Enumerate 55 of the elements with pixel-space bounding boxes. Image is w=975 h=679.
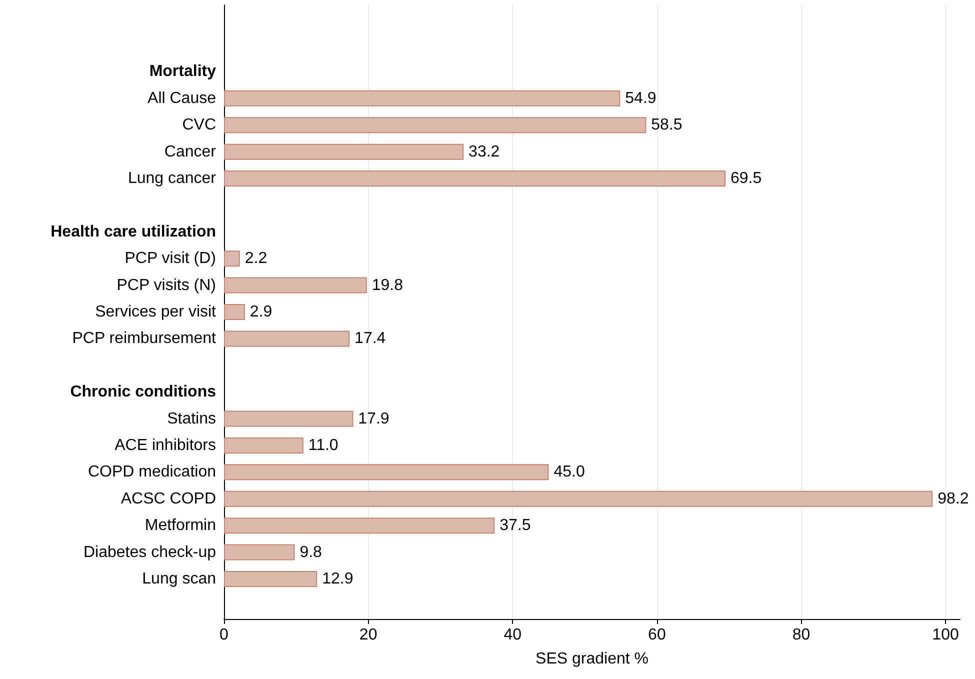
data-label: 98.2 — [938, 490, 969, 508]
bar — [224, 410, 354, 427]
data-label: 37.5 — [500, 517, 531, 534]
x-axis-title: SES gradient % — [536, 650, 648, 668]
bar — [224, 518, 495, 534]
x-tick-label: 20 — [359, 626, 378, 644]
y-tick-label: Metformin — [144, 517, 216, 534]
data-label: 69.5 — [730, 170, 762, 188]
x-tick-label: 0 — [220, 626, 229, 644]
y-tick-label: Health care utilization — [50, 223, 216, 240]
data-label: 12.9 — [322, 570, 354, 588]
bar — [224, 170, 726, 187]
bar — [224, 570, 318, 587]
y-tick-label: PCP visit (D) — [124, 250, 216, 268]
y-tick-label: ACE inhibitors — [114, 436, 216, 454]
data-label: 2.2 — [244, 250, 268, 268]
bar — [224, 330, 350, 347]
bar — [224, 90, 620, 106]
y-tick-label: Services per visit — [95, 304, 217, 320]
data-label: 2.9 — [250, 304, 272, 320]
bar — [224, 437, 304, 454]
y-tick-label: PCP visits (N) — [116, 276, 216, 294]
y-tick-label: Chronic conditions — [70, 384, 216, 401]
data-label: 19.8 — [372, 276, 404, 294]
bar — [224, 304, 245, 320]
y-tick-label: ACSC COPD — [120, 490, 216, 508]
data-label: 17.4 — [354, 330, 386, 348]
x-tick-label: 40 — [504, 626, 522, 644]
bar — [224, 464, 549, 480]
data-label: 33.2 — [468, 143, 500, 160]
data-label: 45.0 — [554, 464, 585, 481]
y-tick-label: COPD medication — [88, 464, 216, 481]
data-label: 17.9 — [358, 410, 390, 428]
y-tick-label: All Cause — [148, 90, 216, 107]
data-label: 58.5 — [651, 116, 682, 134]
bar — [224, 490, 933, 507]
x-tick-label: 80 — [792, 626, 810, 644]
y-tick-label: PCP reimbursement — [72, 330, 217, 348]
y-tick-label: CVC — [182, 116, 216, 134]
bar — [224, 544, 295, 560]
bar — [224, 144, 464, 160]
data-label: 54.9 — [625, 90, 656, 107]
bar — [224, 277, 367, 294]
y-tick-label: Diabetes check-up — [83, 544, 216, 561]
bar — [224, 250, 240, 267]
data-label: 11.0 — [308, 436, 338, 454]
y-tick-label: Lung scan — [142, 570, 216, 588]
x-tick-label: 100 — [932, 626, 960, 644]
data-label: 9.8 — [300, 544, 322, 561]
y-tick-label: Cancer — [164, 143, 217, 160]
x-tick-label: 60 — [648, 626, 666, 644]
y-tick-label: Mortality — [149, 63, 216, 80]
y-tick-label: Lung cancer — [128, 170, 217, 188]
bar — [224, 117, 646, 134]
y-tick-label: Statins — [167, 410, 216, 428]
